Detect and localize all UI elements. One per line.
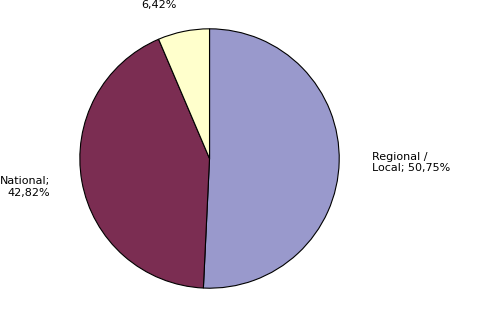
Wedge shape — [159, 29, 210, 159]
Wedge shape — [204, 29, 339, 288]
Text: Regional /
Local; 50,75%: Regional / Local; 50,75% — [372, 152, 450, 173]
Wedge shape — [80, 39, 210, 288]
Text: National;
42,82%: National; 42,82% — [0, 176, 50, 198]
Text: International;
6,42%: International; 6,42% — [102, 0, 177, 10]
